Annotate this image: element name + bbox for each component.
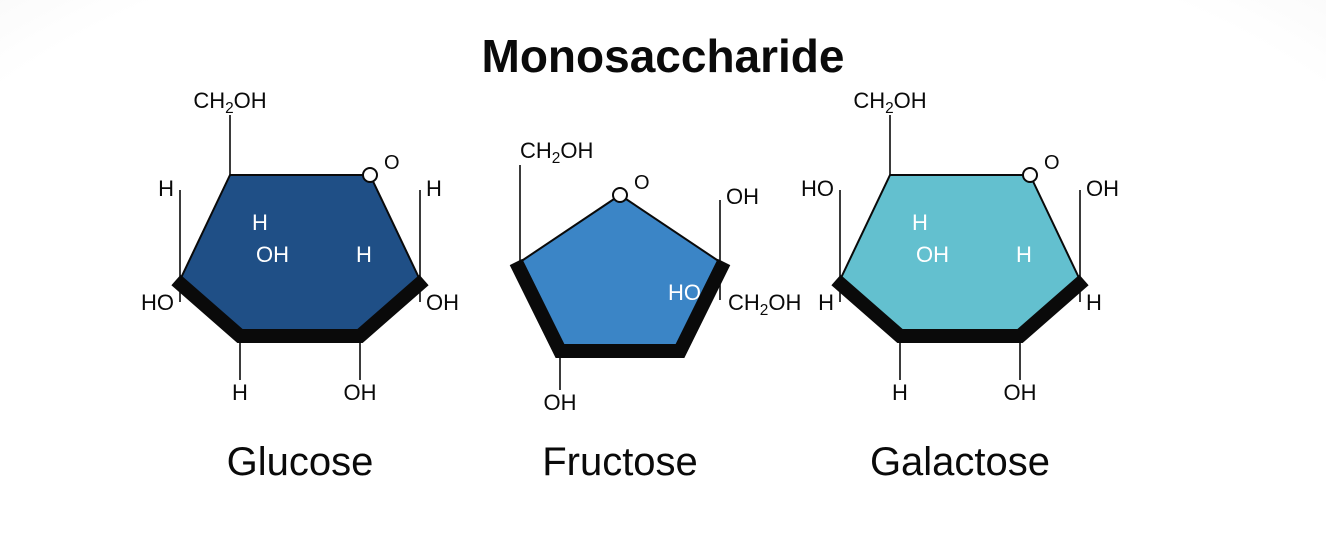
fructose-oxygen-icon [613, 188, 627, 202]
galactose-inner-label-1: OH [916, 242, 949, 267]
molecule-fructose: CH2OH OH CH2OH OH O HO Fructose [516, 138, 801, 484]
galactose-label-6: OH [1004, 380, 1037, 405]
galactose-label-2: OH [1086, 176, 1119, 201]
galactose-label-5: H [892, 380, 908, 405]
diagram-svg: MonosaccharideCH2OHHHHOOHHOHOHOHHGlucose… [0, 0, 1326, 534]
galactose-inner-label-2: H [1016, 242, 1032, 267]
fructose-oxygen-label: O [634, 172, 650, 194]
glucose-label-3: HO [141, 290, 174, 315]
fructose-inner-label-0: HO [668, 280, 701, 305]
glucose-label-2: H [426, 176, 442, 201]
molecule-glucose: CH2OHHHHOOHHOHOHOHHGlucose [141, 88, 459, 484]
galactose-inner-label-0: H [912, 210, 928, 235]
fructose-label-1: OH [726, 184, 759, 209]
page-title: Monosaccharide [482, 30, 845, 82]
fructose-name: Fructose [542, 440, 698, 484]
galactose-label-1: HO [801, 176, 834, 201]
galactose-label-0: CH2OH [853, 88, 926, 117]
glucose-oxygen-label: O [384, 152, 400, 174]
galactose-label-4: H [1086, 290, 1102, 315]
galactose-name: Galactose [870, 440, 1050, 484]
glucose-inner-label-0: H [252, 210, 268, 235]
fructose-label-3: OH [544, 390, 577, 415]
glucose-label-6: OH [344, 380, 377, 405]
galactose-label-3: H [818, 290, 834, 315]
glucose-name: Glucose [227, 440, 374, 484]
glucose-inner-label-2: H [356, 242, 372, 267]
glucose-label-4: OH [426, 290, 459, 315]
glucose-oxygen-icon [363, 168, 377, 182]
glucose-label-5: H [232, 380, 248, 405]
glucose-inner-label-1: OH [256, 242, 289, 267]
glucose-label-1: H [158, 176, 174, 201]
glucose-label-0: CH2OH [193, 88, 266, 117]
fructose-label-2: CH2OH [728, 290, 801, 319]
molecule-galactose: CH2OHHOOHHHHOHOHOHHGalactose [801, 88, 1119, 484]
galactose-oxygen-label: O [1044, 152, 1060, 174]
galactose-oxygen-icon [1023, 168, 1037, 182]
diagram-stage: MonosaccharideCH2OHHHHOOHHOHOHOHHGlucose… [0, 0, 1326, 534]
fructose-label-0: CH2OH [520, 138, 593, 167]
